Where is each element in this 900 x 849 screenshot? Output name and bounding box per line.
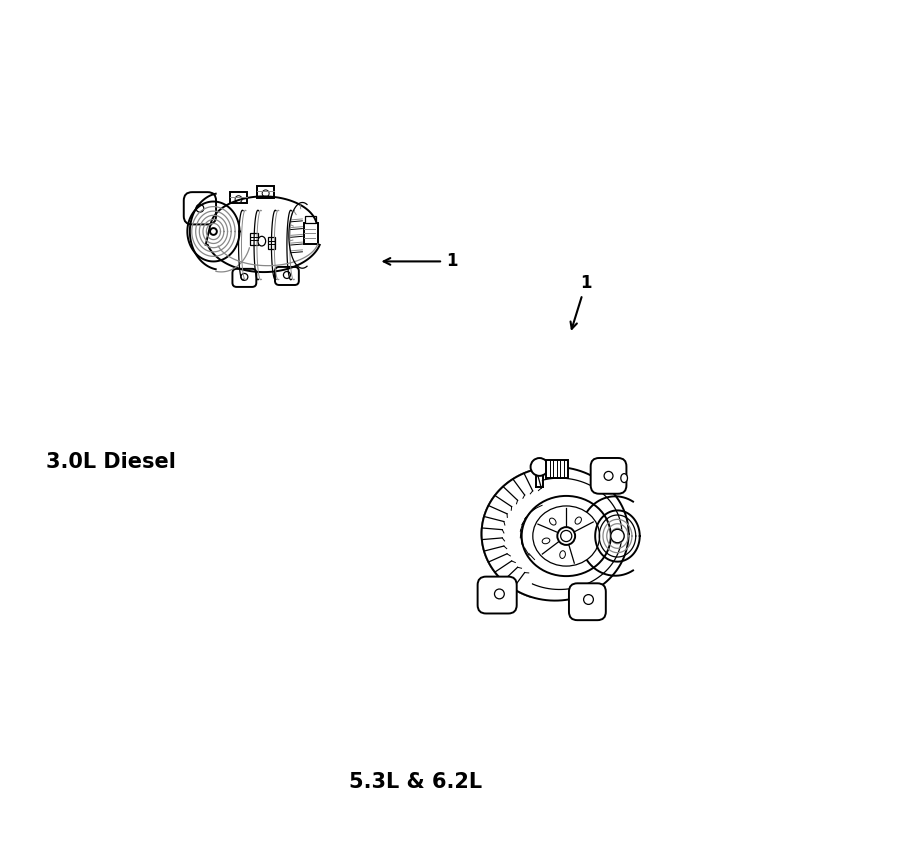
Ellipse shape — [522, 496, 611, 576]
Ellipse shape — [621, 474, 627, 482]
FancyBboxPatch shape — [569, 583, 606, 620]
Ellipse shape — [542, 538, 550, 543]
FancyBboxPatch shape — [478, 576, 517, 614]
Text: 1: 1 — [571, 273, 592, 329]
Text: 3.0L Diesel: 3.0L Diesel — [47, 453, 176, 472]
Circle shape — [494, 589, 504, 599]
Ellipse shape — [560, 551, 565, 559]
FancyBboxPatch shape — [230, 192, 248, 204]
FancyBboxPatch shape — [546, 460, 569, 478]
FancyBboxPatch shape — [184, 192, 216, 224]
FancyBboxPatch shape — [275, 267, 299, 285]
Text: 1: 1 — [383, 252, 457, 271]
Circle shape — [262, 190, 269, 197]
Circle shape — [611, 529, 624, 543]
Circle shape — [196, 205, 203, 212]
Ellipse shape — [550, 518, 556, 525]
FancyBboxPatch shape — [305, 216, 316, 222]
Circle shape — [241, 273, 248, 280]
Circle shape — [557, 527, 575, 545]
FancyBboxPatch shape — [590, 458, 626, 494]
FancyBboxPatch shape — [250, 233, 258, 245]
Circle shape — [583, 594, 593, 604]
FancyBboxPatch shape — [256, 186, 274, 198]
Circle shape — [561, 531, 572, 542]
Ellipse shape — [533, 506, 599, 566]
Polygon shape — [482, 468, 543, 597]
Circle shape — [235, 196, 242, 203]
FancyBboxPatch shape — [267, 237, 275, 249]
Text: 5.3L & 6.2L: 5.3L & 6.2L — [349, 772, 482, 792]
FancyBboxPatch shape — [304, 222, 318, 244]
Circle shape — [531, 458, 548, 476]
Circle shape — [284, 272, 291, 278]
Circle shape — [210, 228, 217, 235]
FancyBboxPatch shape — [232, 269, 256, 287]
Ellipse shape — [575, 517, 581, 524]
Circle shape — [604, 471, 613, 481]
Ellipse shape — [258, 236, 265, 246]
